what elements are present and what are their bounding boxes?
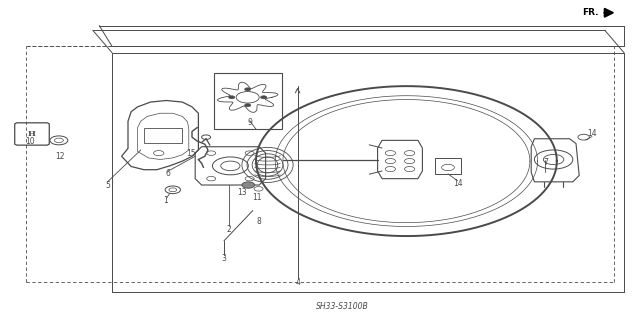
Text: 1: 1 — [163, 197, 168, 205]
Circle shape — [228, 96, 235, 99]
Text: 7: 7 — [543, 158, 548, 167]
Text: H: H — [28, 130, 36, 138]
Text: SH33-S3100B: SH33-S3100B — [316, 302, 369, 311]
Text: 6: 6 — [165, 169, 170, 178]
Text: 8: 8 — [257, 217, 262, 226]
Text: FR.: FR. — [582, 8, 598, 17]
Text: 14: 14 — [587, 130, 597, 138]
Text: 10: 10 — [25, 137, 35, 146]
Text: 4: 4 — [295, 278, 300, 287]
Circle shape — [260, 96, 267, 99]
Text: 2: 2 — [227, 225, 232, 234]
Text: 14: 14 — [452, 179, 463, 188]
Text: 9: 9 — [247, 118, 252, 127]
Text: 12: 12 — [55, 152, 64, 161]
Text: 13: 13 — [237, 189, 247, 197]
Bar — [435, 158, 461, 174]
Bar — [144, 128, 182, 143]
Text: 3: 3 — [221, 254, 227, 263]
Circle shape — [244, 88, 251, 91]
Text: 11: 11 — [253, 193, 262, 202]
Circle shape — [244, 104, 251, 107]
Circle shape — [242, 182, 255, 188]
Text: 5: 5 — [105, 181, 110, 189]
Text: 15: 15 — [186, 149, 196, 158]
Bar — [214, 73, 282, 129]
